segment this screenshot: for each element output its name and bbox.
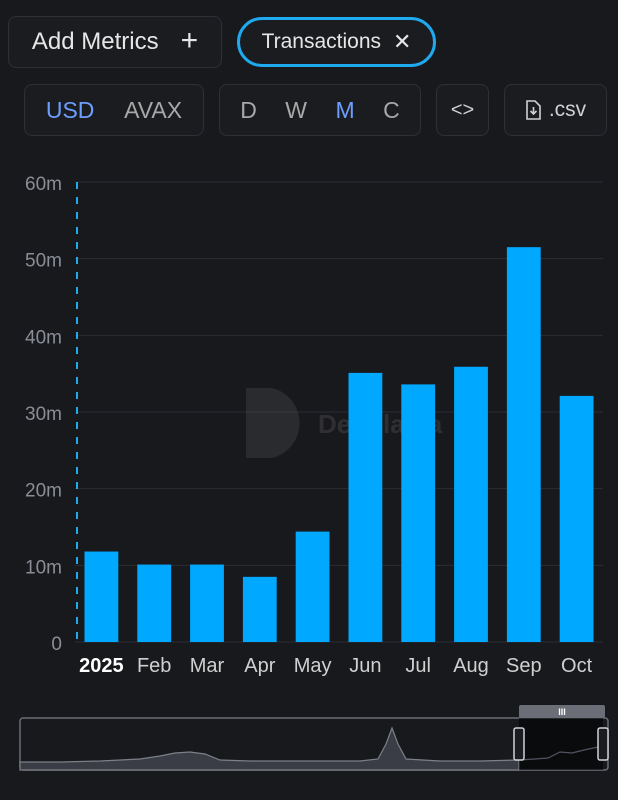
brush-drag-grip: III (558, 707, 566, 717)
x-tick-label: Feb (137, 655, 171, 677)
bar-oct[interactable] (559, 395, 594, 642)
x-tick-label: Oct (561, 655, 593, 677)
brush-left-handle[interactable] (513, 727, 525, 761)
bar-feb[interactable] (137, 564, 172, 642)
bar-sep[interactable] (506, 247, 541, 642)
x-tick-label: 2025 (79, 655, 124, 677)
brush-selection-line (518, 745, 604, 761)
file-download-icon (526, 100, 541, 120)
brush-overview-area (19, 726, 520, 771)
bar-2025[interactable] (84, 551, 119, 642)
x-tick-label: Mar (190, 655, 225, 677)
currency-avax[interactable]: AVAX (124, 96, 183, 123)
transactions-chip-label: Transactions (261, 30, 381, 53)
defillama-logo-icon (246, 388, 300, 458)
y-tick-label: 50m (25, 251, 62, 272)
csv-label: .csv (548, 98, 587, 121)
y-tick-label: 0 (51, 634, 62, 655)
x-axis-labels: 2025 Feb Mar Apr May Jun Jul Aug Sep Oct (79, 655, 592, 677)
bars (84, 247, 594, 642)
range-brush[interactable]: III (0, 700, 618, 800)
period-daily[interactable]: D (240, 96, 257, 123)
bar-jul[interactable] (401, 384, 436, 642)
y-tick-label: 60m (25, 174, 62, 195)
currency-usd[interactable]: USD (45, 96, 95, 123)
x-tick-label: May (294, 655, 332, 677)
period-cumulative[interactable]: C (383, 96, 400, 123)
transactions-chip[interactable]: Transactions ✕ (237, 17, 436, 67)
brush-selection[interactable] (519, 718, 603, 770)
csv-download-button[interactable]: .csv (504, 84, 607, 136)
x-tick-label: Sep (506, 655, 542, 677)
close-icon[interactable]: ✕ (393, 29, 412, 54)
embed-code-icon: <> (450, 98, 475, 121)
y-tick-label: 10m (25, 557, 62, 578)
add-metrics-label: Add Metrics (31, 28, 159, 55)
currency-toggle: USD AVAX (24, 84, 204, 136)
bar-jun[interactable] (348, 372, 383, 642)
bar-mar[interactable] (190, 564, 224, 642)
bar-apr[interactable] (242, 576, 277, 642)
y-tick-label: 30m (25, 404, 62, 425)
bar-aug[interactable] (454, 366, 488, 642)
period-weekly[interactable]: W (285, 96, 308, 123)
brush-right-handle[interactable] (597, 727, 609, 761)
period-monthly[interactable]: M (335, 96, 355, 123)
y-tick-label: 20m (25, 481, 62, 502)
x-tick-label: Jul (405, 655, 431, 677)
x-tick-label: Apr (244, 655, 275, 677)
plus-icon: + (180, 24, 199, 57)
bar-may[interactable] (295, 531, 330, 642)
brush-drag-bar[interactable] (519, 705, 605, 718)
y-tick-label: 40m (25, 327, 62, 348)
add-metrics-button[interactable]: Add Metrics + (8, 16, 222, 68)
x-tick-label: Jun (349, 655, 381, 677)
x-tick-label: Aug (453, 655, 489, 677)
y-axis-labels: 0 10m 20m 30m 40m 50m 60m (25, 174, 62, 655)
period-toggle: D W M C (219, 84, 421, 136)
embed-button[interactable]: <> (436, 84, 489, 136)
